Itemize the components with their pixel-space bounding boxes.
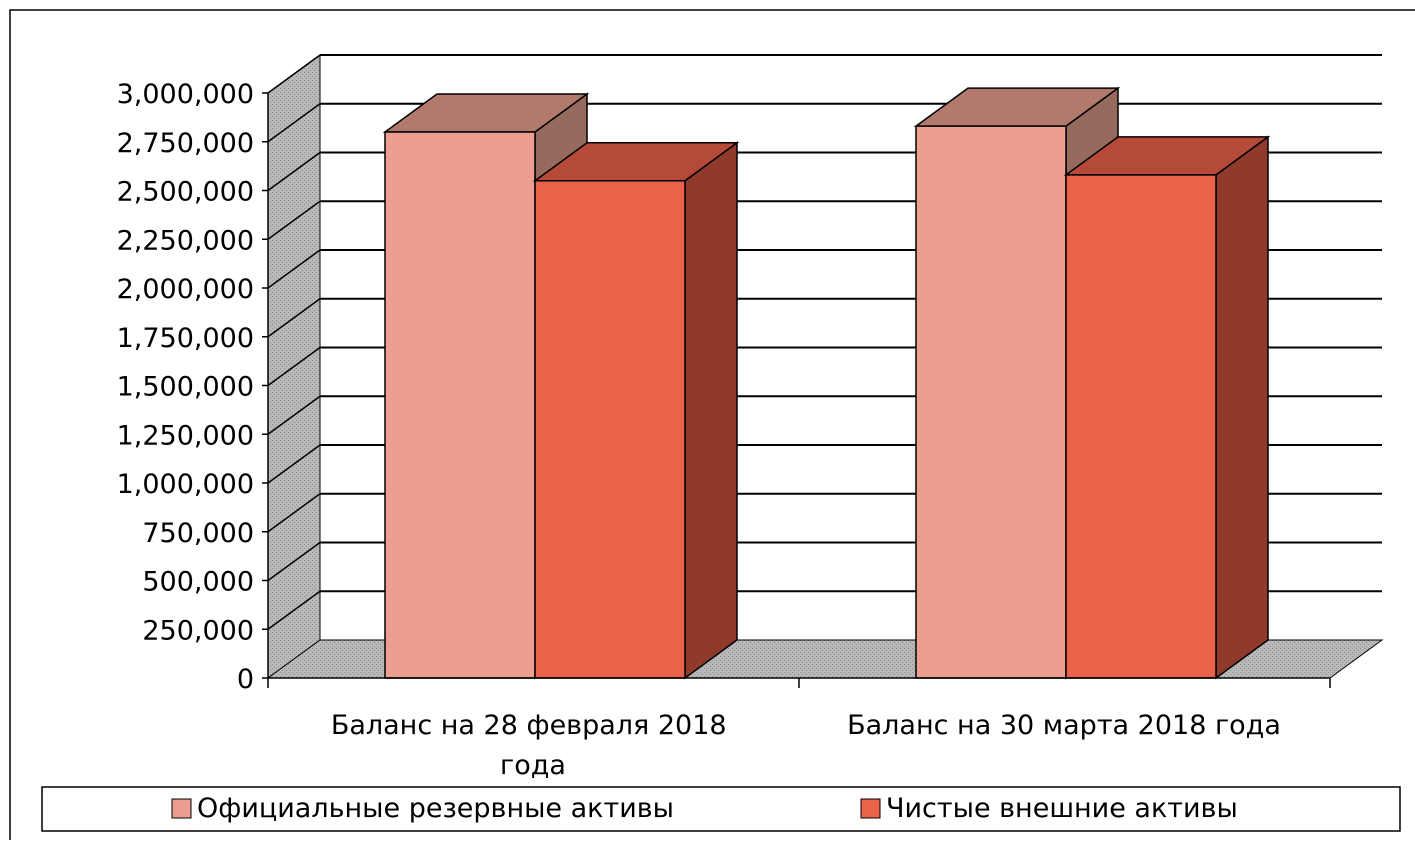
gridline-wall	[267, 395, 321, 435]
y-tick-label: 2,500,000	[117, 177, 254, 208]
gridline-wall	[267, 54, 321, 94]
y-tick-label: 1,000,000	[117, 469, 254, 500]
chart-border	[9, 9, 1415, 844]
y-tick-label: 2,750,000	[117, 128, 254, 159]
bar-side-face	[684, 141, 738, 680]
y-tick-label: 500,000	[142, 567, 254, 598]
gridline-wall	[267, 298, 321, 338]
legend-swatch-series-2	[860, 798, 881, 819]
category-label-2: Баланс на 30 марта 2018 года	[847, 710, 1281, 741]
y-tick-label: 1,500,000	[117, 372, 254, 403]
gridline-wall	[267, 444, 321, 484]
y-tick-label: 0	[237, 664, 254, 695]
legend-label-series-2: Чистые внешние активы	[886, 793, 1238, 824]
gridline-wall	[267, 249, 321, 289]
gridline-wall	[267, 590, 321, 630]
bar-side-face	[1215, 135, 1269, 680]
gridline-wall	[267, 541, 321, 582]
legend-border	[41, 786, 1401, 832]
y-tick-label: 1,750,000	[117, 323, 254, 354]
gridline-wall	[267, 103, 321, 143]
y-tick-label: 250,000	[142, 615, 254, 646]
bar-front-face	[384, 131, 536, 679]
gridline-wall	[267, 200, 321, 240]
y-tick-label: 3,000,000	[117, 79, 254, 110]
legend-swatch-series-1	[171, 798, 192, 819]
category-label-1: Баланс на 28 февраля 2018 года	[331, 710, 735, 781]
y-axis-ticks: 0 250,000 500,000 750,000 1,000,000 1,250,000…	[117, 79, 268, 695]
gridline-wall	[267, 151, 321, 192]
y-tick-label: 2,250,000	[117, 225, 254, 256]
y-tick-label: 750,000	[142, 518, 254, 549]
legend: Официальные резервные активы Чистые внеш…	[41, 786, 1401, 832]
gridline-wall	[267, 346, 321, 387]
legend-label-series-1: Официальные резервные активы	[197, 793, 674, 824]
bar-front-face	[1065, 174, 1217, 679]
y-tick-label: 1,250,000	[117, 420, 254, 451]
bars	[382, 86, 1271, 680]
bar-front-face	[915, 125, 1067, 679]
bar-series-2-category-1	[532, 141, 740, 680]
bar-series-2-category-2	[1063, 135, 1271, 680]
gridline-wall	[267, 493, 321, 533]
y-tick-label: 2,000,000	[117, 274, 254, 305]
bar-front-face	[534, 180, 686, 679]
